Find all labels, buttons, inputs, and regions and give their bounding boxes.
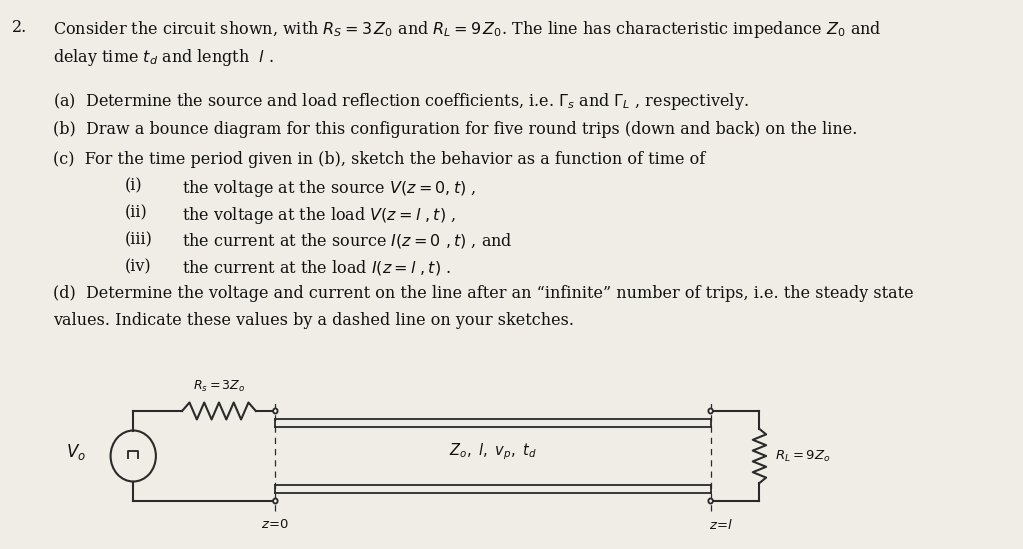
Text: the current at the source $I(z = 0\ ,t)$ , and: the current at the source $I(z = 0\ ,t)$… xyxy=(182,231,513,250)
Text: (a)  Determine the source and load reflection coefficients, i.e. $\Gamma_s$ and : (a) Determine the source and load reflec… xyxy=(53,91,749,112)
Text: (i): (i) xyxy=(125,178,142,195)
Text: (ii): (ii) xyxy=(125,205,147,222)
Circle shape xyxy=(273,498,277,503)
Text: (d)  Determine the voltage and current on the line after an “infinite” number of: (d) Determine the voltage and current on… xyxy=(53,285,914,302)
Circle shape xyxy=(708,498,713,503)
Text: (iii): (iii) xyxy=(125,231,152,248)
Text: 2.: 2. xyxy=(11,19,27,36)
Text: the voltage at the source $V(z = 0,t)$ ,: the voltage at the source $V(z = 0,t)$ , xyxy=(182,178,477,199)
Text: $V_o$: $V_o$ xyxy=(65,442,86,462)
Text: the voltage at the load $V(z = l\ ,t)$ ,: the voltage at the load $V(z = l\ ,t)$ , xyxy=(182,205,456,226)
Text: (b)  Draw a bounce diagram for this configuration for five round trips (down and: (b) Draw a bounce diagram for this confi… xyxy=(53,121,857,138)
Text: (iv): (iv) xyxy=(125,258,151,275)
Text: $z\!=\!l$: $z\!=\!l$ xyxy=(709,518,733,532)
Text: (c)  For the time period given in (b), sketch the behavior as a function of time: (c) For the time period given in (b), sk… xyxy=(53,151,706,168)
Circle shape xyxy=(273,408,277,413)
Text: $z\!=\!0$: $z\!=\!0$ xyxy=(261,518,290,531)
Text: $R_s = 3Z_o$: $R_s = 3Z_o$ xyxy=(192,379,246,394)
Circle shape xyxy=(708,408,713,413)
Text: delay time $t_d$ and length  $l$ .: delay time $t_d$ and length $l$ . xyxy=(53,47,274,68)
Text: $R_L = 9Z_o$: $R_L = 9Z_o$ xyxy=(775,449,832,463)
Text: values. Indicate these values by a dashed line on your sketches.: values. Indicate these values by a dashe… xyxy=(53,312,574,329)
Text: $Z_o,\ l,\ v_p,\ t_d$: $Z_o,\ l,\ v_p,\ t_d$ xyxy=(449,442,537,462)
Text: Consider the circuit shown, with $R_S = 3\,Z_0$ and $R_L = 9\,Z_0$. The line has: Consider the circuit shown, with $R_S = … xyxy=(53,19,882,40)
Text: the current at the load $I(z = l\ ,t)$ .: the current at the load $I(z = l\ ,t)$ . xyxy=(182,258,451,277)
